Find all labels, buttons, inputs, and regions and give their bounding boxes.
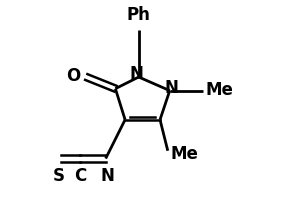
Text: Ph: Ph xyxy=(127,6,151,23)
Text: Me: Me xyxy=(206,80,234,98)
Text: O: O xyxy=(66,67,80,85)
Text: N: N xyxy=(130,65,144,83)
Text: N: N xyxy=(165,78,179,96)
Text: C: C xyxy=(74,166,87,184)
Text: Me: Me xyxy=(171,144,199,162)
Text: S: S xyxy=(53,166,65,184)
Text: N: N xyxy=(101,166,114,184)
